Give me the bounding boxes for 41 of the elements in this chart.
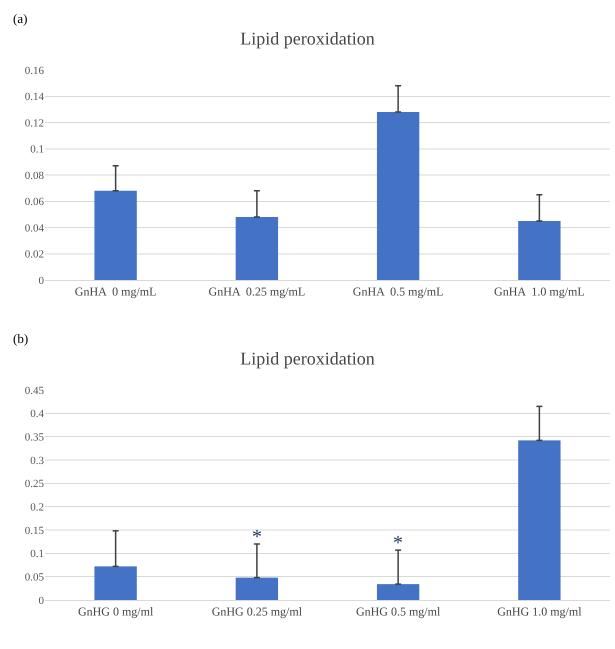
x-tick-label: GnHG 0.25 mg/ml <box>212 604 303 618</box>
y-tick-label: 0.14 <box>24 91 44 104</box>
bar <box>236 217 278 280</box>
y-tick-label: 0 <box>38 274 44 287</box>
bar <box>518 440 561 600</box>
chart-title: Lipid peroxidation <box>240 348 375 369</box>
y-tick-label: 0.35 <box>24 432 44 444</box>
annotation: * <box>252 526 262 548</box>
y-tick-label: 0.16 <box>24 64 44 77</box>
bar <box>236 578 278 600</box>
x-tick-label: GnHA 0 mg/mL <box>74 284 156 298</box>
x-tick-label: GnHG 0 mg/ml <box>78 604 154 618</box>
y-tick-label: 0.3 <box>30 454 44 467</box>
text: (a) <box>13 11 28 26</box>
bar <box>94 190 137 280</box>
bar <box>94 566 137 600</box>
y-tick-label: 0 <box>38 594 44 607</box>
y-tick-label: 0.25 <box>24 478 44 490</box>
y-tick-label: 0.45 <box>24 384 44 397</box>
bar <box>518 220 561 280</box>
y-tick-label: 0.05 <box>24 572 44 584</box>
bar <box>376 112 420 280</box>
y-tick-label: 0.1 <box>30 548 44 560</box>
x-tick-label: GnHG 1.0 mg/ml <box>497 604 582 618</box>
chart-title: Lipid peroxidation <box>240 28 375 49</box>
x-tick-label: GnHA 0.5 mg/mL <box>352 284 444 298</box>
y-tick-label: 0.04 <box>24 222 44 234</box>
y-tick-label: 0.2 <box>30 502 44 514</box>
x-tick-label: GnHA 1.0 mg/mL <box>494 284 585 298</box>
y-tick-label: 0.1 <box>30 144 44 156</box>
y-tick-label: 0.12 <box>24 117 44 130</box>
x-tick-label: GnHG 0.5 mg/ml <box>356 604 441 618</box>
annotation: * <box>393 532 403 554</box>
bar <box>376 584 420 600</box>
y-tick-label: 0.02 <box>24 248 44 261</box>
y-tick-label: 0.06 <box>24 196 44 208</box>
text: (b) <box>13 331 28 346</box>
y-tick-label: 0.08 <box>24 170 44 182</box>
y-tick-label: 0.4 <box>30 408 44 420</box>
x-tick-label: GnHA 0.25 mg/mL <box>208 284 306 298</box>
y-tick-label: 0.15 <box>24 524 44 537</box>
